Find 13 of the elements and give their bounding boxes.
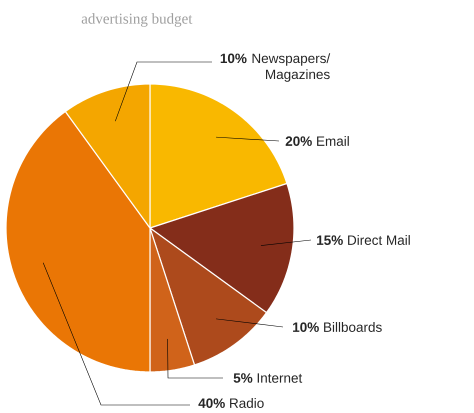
slice-label: Billboards (324, 322, 382, 332)
slice-label: Direct Mail (348, 235, 410, 245)
slice-label: Radio (230, 398, 264, 408)
data-label: 15% (317, 235, 343, 245)
slice-label: Internet (258, 373, 302, 383)
data-label: 10% (293, 322, 319, 332)
data-label: 20% (286, 136, 312, 146)
data-label: 10% (220, 54, 247, 64)
chart-title: advertising budget (82, 13, 192, 27)
data-label: 40% (198, 398, 225, 408)
slice-label: Email (317, 136, 349, 146)
slice-label: Newspapers/ Magazines (252, 53, 330, 82)
data-label: 5% (234, 373, 252, 383)
